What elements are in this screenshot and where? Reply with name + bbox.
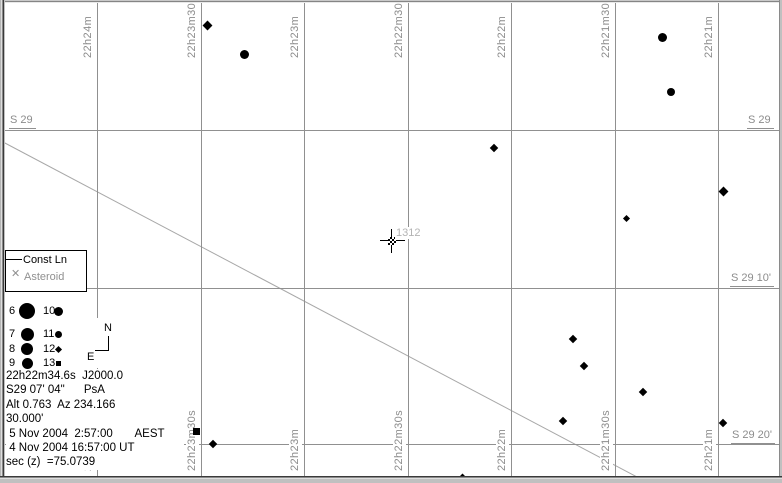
magnitude-right-dot xyxy=(54,330,62,338)
magnitude-left-dot xyxy=(21,357,33,369)
ra-grid-line xyxy=(97,3,98,476)
window-border-left xyxy=(0,0,5,483)
ra-grid-line xyxy=(718,3,719,476)
ra-label-bottom: 22h21m xyxy=(703,428,716,471)
compass-corner-hline xyxy=(95,350,109,351)
status-local-time: 5 Nov 2004 2:57:00 AEST xyxy=(6,427,165,440)
dec-grid-line xyxy=(5,444,779,445)
magnitude-right-dot xyxy=(53,306,63,316)
constellation-line xyxy=(2,141,638,478)
status-field-size: 30.000' xyxy=(6,413,44,426)
star[interactable] xyxy=(239,49,249,59)
asteroid-marker[interactable] xyxy=(388,237,396,245)
magnitude-right-dot xyxy=(55,360,61,366)
magnitude-left-dot xyxy=(21,343,33,355)
ra-label-top: 22h23m xyxy=(289,15,302,58)
ra-label-bottom: 22h22m xyxy=(496,428,509,471)
dec-label: S 29 20' xyxy=(731,430,776,444)
legend-const-ln-label: Const Ln xyxy=(23,254,68,266)
dec-label: S 29 10' xyxy=(730,273,775,287)
ra-grid-line xyxy=(615,3,616,476)
ra-grid-line xyxy=(304,3,305,476)
const-line-sample-icon xyxy=(6,259,22,260)
ra-label-top: 22h23m30s xyxy=(186,0,199,58)
ra-grid-line xyxy=(201,3,202,476)
magnitude-left-label: 8 xyxy=(9,343,16,355)
legend-asteroid-label: Asteroid xyxy=(24,271,65,283)
star[interactable] xyxy=(657,32,667,42)
dec-grid-line xyxy=(5,130,779,131)
window-border-top xyxy=(0,0,782,3)
ra-label-bottom: 22h21m30s xyxy=(600,409,613,471)
compass-north-label: N xyxy=(104,322,112,334)
ra-label-top: 22h22m30s xyxy=(393,0,406,58)
magnitude-left-label: 7 xyxy=(9,328,16,340)
dec-label: S 29 xyxy=(747,115,774,129)
ra-grid-line xyxy=(408,3,409,476)
status-alt-az: Alt 0.763 Az 234.166 xyxy=(6,398,116,411)
ra-label-top: 22h21m30s xyxy=(600,0,613,58)
star[interactable] xyxy=(667,88,675,96)
compass-east-label: E xyxy=(87,351,95,363)
dec-grid-line xyxy=(5,288,779,289)
ra-label-bottom: 22h22m30s xyxy=(393,409,406,471)
status-ut-time: 4 Nov 2004 16:57:00 UT xyxy=(6,442,135,455)
ra-label-bottom: 22h23m xyxy=(289,428,302,471)
status-airmass: sec (z) =75.0739 xyxy=(6,456,96,469)
asteroid-x-icon: ✕ xyxy=(11,268,21,280)
compass xyxy=(85,318,121,368)
magnitude-left-dot xyxy=(19,303,35,319)
star[interactable] xyxy=(192,427,200,435)
status-dec-constellation: S29 07' 04" PsA xyxy=(6,384,105,397)
magnitude-left-label: 6 xyxy=(9,305,16,317)
magnitude-right-label: 13 xyxy=(43,357,56,369)
ra-grid-line xyxy=(511,3,512,476)
magnitude-right-label: 12 xyxy=(43,343,56,355)
status-ra-epoch: 22h22m34.6s J2000.0 xyxy=(6,370,124,382)
dec-label: S 29 xyxy=(9,115,36,129)
ra-label-top: 22h22m xyxy=(496,15,509,58)
magnitude-right-label: 11 xyxy=(43,328,55,340)
ra-label-top: 22h24m xyxy=(82,15,95,58)
ra-label-top: 22h21m xyxy=(703,15,716,58)
status-panel: 22h22m34.6s J2000.0 S29 07' 04" PsA Alt … xyxy=(6,369,184,470)
ra-label-bottom: 22h23m30s xyxy=(186,409,199,471)
compass-corner-vline xyxy=(108,336,109,350)
asteroid-label: 1312 xyxy=(395,227,422,239)
magnitude-right-label: 10 xyxy=(43,305,56,317)
window-border-bottom xyxy=(0,476,782,483)
magnitude-left-label: 9 xyxy=(9,357,16,369)
magnitude-left-dot xyxy=(20,327,34,341)
window-border-right xyxy=(779,0,782,483)
legend-box: Const Ln ✕ Asteroid xyxy=(5,250,87,292)
